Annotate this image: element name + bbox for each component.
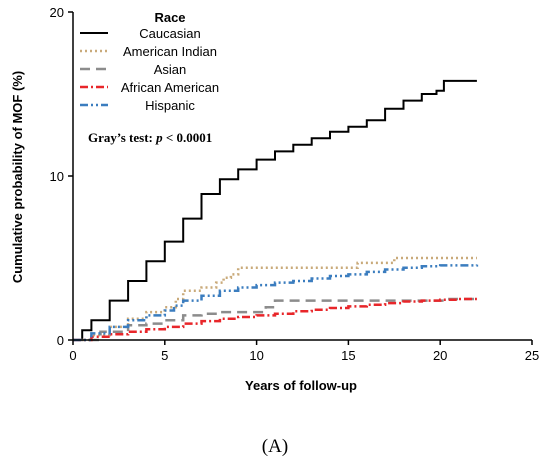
y-tick-label: 20	[50, 5, 64, 20]
legend-label: American Indian	[123, 44, 217, 59]
series-line-hispanic	[73, 264, 479, 342]
legend-label: Hispanic	[145, 98, 195, 113]
y-tick-label: 10	[50, 169, 64, 184]
series-line-american-indian	[73, 256, 477, 342]
x-tick-label: 0	[69, 348, 76, 363]
annotation-prefix: Gray’s test:	[88, 130, 156, 145]
y-axis-ticks: 0 10 20	[50, 5, 73, 348]
x-tick-label: 5	[161, 348, 168, 363]
legend-title: Race	[154, 10, 185, 25]
series-lines	[73, 79, 479, 342]
y-tick-label: 0	[57, 333, 64, 348]
y-axis-label: Cumulative probability of MOF (%)	[10, 71, 25, 283]
panel-caption: (A)	[262, 436, 288, 457]
annotation-p: p	[155, 130, 163, 145]
x-axis-ticks: 0 5 10 15 20 25	[69, 340, 539, 363]
x-tick-label: 20	[433, 348, 447, 363]
grays-test-annotation: Gray’s test: p < 0.0001	[88, 130, 212, 145]
legend: Race Caucasian American Indian Asian Africa…	[80, 10, 219, 113]
x-axis-label: Years of follow-up	[245, 378, 357, 393]
legend-label: African American	[121, 80, 219, 95]
legend-label: Asian	[154, 62, 187, 77]
plot-area: 0 5 10 15 20 25 0 10 20	[50, 5, 540, 363]
x-tick-label: 15	[341, 348, 355, 363]
x-tick-label: 25	[525, 348, 539, 363]
annotation-rest: < 0.0001	[163, 130, 213, 145]
series-line-african-american	[73, 297, 477, 342]
legend-label: Caucasian	[139, 26, 200, 41]
x-tick-label: 10	[249, 348, 263, 363]
series-line-caucasian	[73, 79, 477, 341]
